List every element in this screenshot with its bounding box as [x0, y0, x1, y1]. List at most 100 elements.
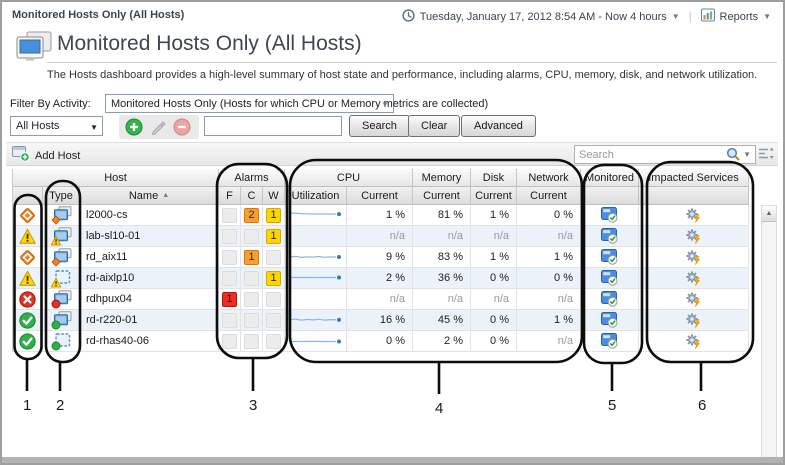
- column-subheader-disk-current[interactable]: Current: [471, 187, 517, 205]
- column-subheader-status[interactable]: [13, 187, 43, 205]
- cpu-utilization-sparkline[interactable]: [285, 226, 347, 247]
- alarm-count-fatal[interactable]: 1: [219, 289, 241, 310]
- column-subheader-monitored-blank[interactable]: [581, 187, 639, 205]
- edit-list-button[interactable]: [149, 118, 167, 136]
- column-subheader-utilization[interactable]: Utilization: [285, 187, 347, 205]
- column-subheader-network-current[interactable]: Current: [517, 187, 581, 205]
- column-subheader-cpu-current[interactable]: Current: [347, 187, 413, 205]
- impacted-services-cell[interactable]: [639, 226, 749, 247]
- column-header-disk[interactable]: Disk: [471, 169, 517, 187]
- alarm-count-warning[interactable]: [263, 289, 285, 310]
- alarm-count-critical[interactable]: [241, 268, 263, 289]
- alarm-count-fatal[interactable]: [219, 205, 241, 226]
- column-subheader-memory-current[interactable]: Current: [413, 187, 471, 205]
- column-header-monitored[interactable]: Monitored: [581, 169, 639, 187]
- table-row[interactable]: rd_aix11 1 9 % 83 % 1 % 1 %: [13, 247, 749, 268]
- search-icon[interactable]: [726, 147, 741, 162]
- impacted-services-icon: [686, 334, 701, 349]
- alarm-count-critical[interactable]: [241, 289, 263, 310]
- table-row[interactable]: rdhpux04 1 n/a n/a n/a n/a: [13, 289, 749, 310]
- table-row[interactable]: rd-aixlp10 1 2 % 36 % 0 % 0 %: [13, 268, 749, 289]
- impacted-services-cell[interactable]: [639, 289, 749, 310]
- host-name-link[interactable]: rd-r220-01: [80, 310, 219, 331]
- column-subheader-type[interactable]: Type: [43, 187, 80, 205]
- table-row[interactable]: lab-sl10-01 1 n/a n/a n/a n/a: [13, 226, 749, 247]
- alarm-count-warning[interactable]: 1: [263, 205, 285, 226]
- cpu-utilization-sparkline[interactable]: [285, 268, 347, 289]
- host-scope-select[interactable]: All Hosts ▼: [10, 116, 103, 136]
- column-subheader-name[interactable]: Name ▲: [80, 187, 219, 205]
- alarm-count-fatal[interactable]: [219, 268, 241, 289]
- cpu-utilization-sparkline[interactable]: [285, 289, 347, 310]
- table-search-input[interactable]: [575, 148, 727, 161]
- column-header-impacted-services[interactable]: Impacted Services: [639, 169, 749, 187]
- impacted-services-cell[interactable]: [639, 205, 749, 226]
- clear-button[interactable]: Clear: [408, 115, 461, 137]
- column-header-cpu[interactable]: CPU: [285, 169, 413, 187]
- table-row[interactable]: rd-r220-01 16 % 45 % 0 % 1 %: [13, 310, 749, 331]
- cpu-utilization-sparkline[interactable]: [285, 247, 347, 268]
- host-name-link[interactable]: rdhpux04: [80, 289, 219, 310]
- alarm-count-fatal[interactable]: [219, 226, 241, 247]
- alarm-count-critical[interactable]: 2: [241, 205, 263, 226]
- remove-list-button[interactable]: [173, 118, 191, 136]
- alarm-count-warning[interactable]: 1: [263, 268, 285, 289]
- physical-host-icon: [51, 310, 71, 329]
- alarm-count-warning[interactable]: [263, 310, 285, 331]
- column-subheader-critical[interactable]: C: [241, 187, 263, 205]
- table-row[interactable]: l2000-cs 2 1 1 % 81 % 1 % 0 %: [13, 205, 749, 226]
- scroll-up-button[interactable]: ▲: [762, 206, 776, 222]
- monitored-cell[interactable]: [581, 289, 639, 310]
- search-button[interactable]: Search: [349, 115, 410, 137]
- impacted-services-cell[interactable]: [639, 247, 749, 268]
- column-header-network[interactable]: Network: [517, 169, 581, 187]
- activity-filter-select[interactable]: Monitored Hosts Only (Hosts for which CP…: [105, 94, 488, 113]
- add-host-button[interactable]: Add Host: [12, 146, 80, 165]
- reports-menu[interactable]: Reports: [719, 10, 759, 23]
- alarm-count-fatal[interactable]: [219, 331, 241, 352]
- column-subheader-warning[interactable]: W: [263, 187, 285, 205]
- reports-dropdown-icon[interactable]: ▼: [763, 11, 771, 21]
- column-header-memory[interactable]: Memory: [413, 169, 471, 187]
- impacted-services-cell[interactable]: [639, 331, 749, 352]
- cpu-utilization-sparkline[interactable]: [285, 205, 347, 226]
- monitored-cell[interactable]: [581, 331, 639, 352]
- alarm-count-warning[interactable]: 1: [263, 226, 285, 247]
- column-header-host[interactable]: Host: [13, 169, 219, 187]
- impacted-services-cell[interactable]: [639, 268, 749, 289]
- table-customizer-icon[interactable]: [758, 146, 775, 164]
- host-name-link[interactable]: l2000-cs: [80, 205, 219, 226]
- column-subheader-fatal[interactable]: F: [219, 187, 241, 205]
- alarm-count-fatal[interactable]: [219, 310, 241, 331]
- alarm-count-warning[interactable]: [263, 331, 285, 352]
- impacted-services-cell[interactable]: [639, 310, 749, 331]
- timerange-selector[interactable]: Tuesday, January 17, 2012 8:54 AM - Now …: [419, 10, 667, 23]
- monitored-cell[interactable]: [581, 268, 639, 289]
- timerange-dropdown-icon[interactable]: ▼: [671, 11, 680, 21]
- host-filter-input[interactable]: [204, 116, 342, 136]
- host-name-link[interactable]: rd-rhas40-06: [80, 331, 219, 352]
- monitored-cell[interactable]: [581, 247, 639, 268]
- advanced-button[interactable]: Advanced: [461, 115, 536, 137]
- cpu-utilization-sparkline[interactable]: [285, 331, 347, 352]
- add-list-button[interactable]: [125, 118, 143, 136]
- column-header-alarms[interactable]: Alarms: [219, 169, 285, 187]
- alarm-count-fatal[interactable]: [219, 247, 241, 268]
- alarm-count-critical[interactable]: 1: [241, 247, 263, 268]
- alarm-count-critical[interactable]: [241, 331, 263, 352]
- host-name-link[interactable]: rd-aixlp10: [80, 268, 219, 289]
- monitored-cell[interactable]: [581, 205, 639, 226]
- alarm-count-warning[interactable]: [263, 247, 285, 268]
- host-name-link[interactable]: rd_aix11: [80, 247, 219, 268]
- cpu-utilization-sparkline[interactable]: [285, 310, 347, 331]
- table-row[interactable]: rd-rhas40-06 0 % 2 % 0 % n/a: [13, 331, 749, 352]
- alarm-count-critical[interactable]: [241, 310, 263, 331]
- monitored-cell[interactable]: [581, 310, 639, 331]
- monitored-cell[interactable]: [581, 226, 639, 247]
- vertical-scrollbar[interactable]: ▲: [761, 205, 777, 458]
- search-options-icon[interactable]: ▼: [743, 149, 751, 159]
- table-search-box[interactable]: ▼: [574, 145, 756, 164]
- host-name-link[interactable]: lab-sl10-01: [80, 226, 219, 247]
- alarm-count-critical[interactable]: [241, 226, 263, 247]
- column-subheader-impacted-blank[interactable]: [639, 187, 749, 205]
